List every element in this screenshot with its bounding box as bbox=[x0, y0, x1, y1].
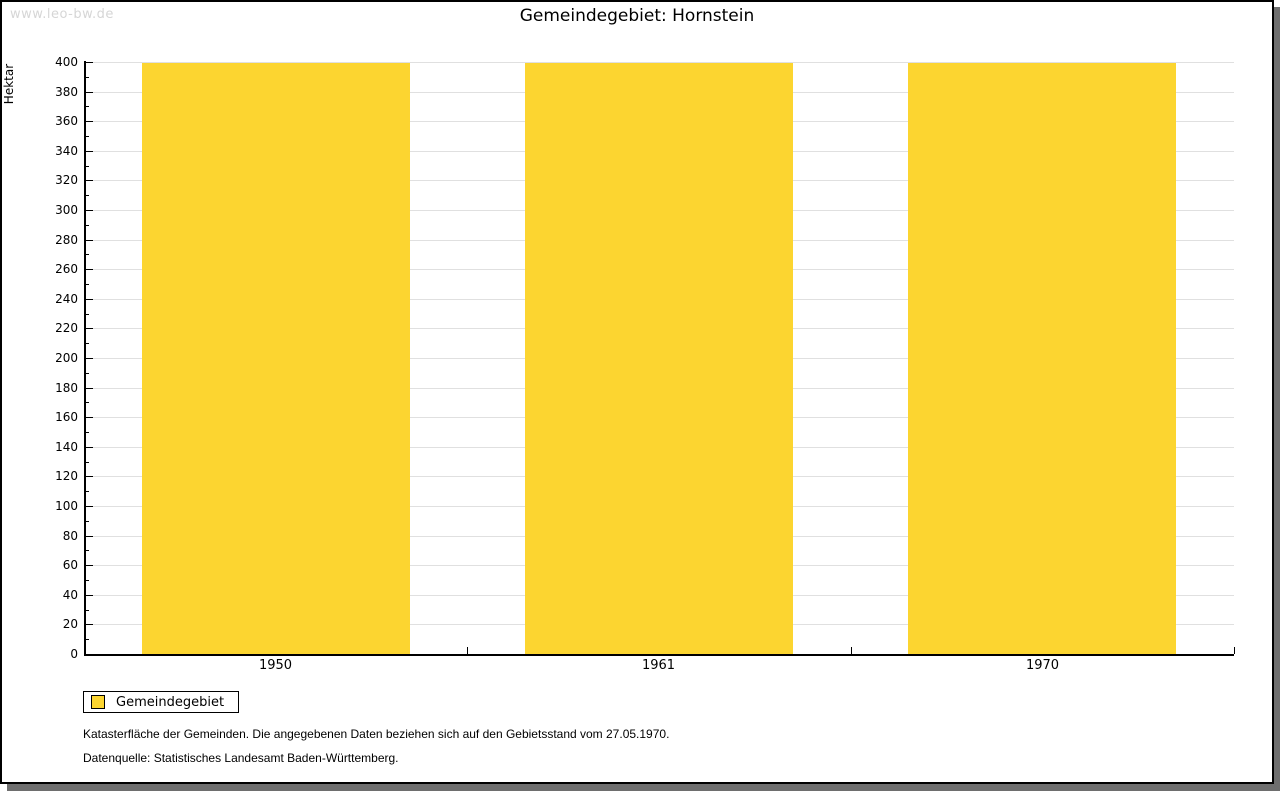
y-tick-major bbox=[84, 151, 93, 152]
y-tick-major bbox=[84, 388, 93, 389]
watermark: www.leo-bw.de bbox=[10, 7, 114, 22]
y-tick-minor bbox=[84, 77, 89, 78]
y-tick-major bbox=[84, 417, 93, 418]
chart-title: Gemeindegebiet: Hornstein bbox=[519, 6, 755, 26]
y-tick-label: 260 bbox=[55, 262, 78, 276]
x-tick bbox=[851, 647, 852, 654]
y-tick-major bbox=[84, 447, 93, 448]
x-tick-label: 1961 bbox=[641, 658, 676, 673]
y-tick-label: 180 bbox=[55, 381, 78, 395]
y-tick-label: 80 bbox=[62, 529, 78, 543]
x-tick bbox=[467, 647, 468, 654]
y-tick-minor bbox=[84, 136, 89, 137]
y-tick-minor bbox=[84, 166, 89, 167]
y-tick-minor bbox=[84, 521, 89, 522]
y-tick-minor bbox=[84, 402, 89, 403]
y-tick-label: 40 bbox=[62, 588, 78, 602]
y-tick-label: 280 bbox=[55, 233, 78, 247]
y-tick-major bbox=[84, 299, 93, 300]
y-tick-label: 360 bbox=[55, 114, 78, 128]
y-tick-major bbox=[84, 62, 93, 63]
x-tick bbox=[1234, 647, 1235, 654]
y-tick-minor bbox=[84, 195, 89, 196]
y-tick-minor bbox=[84, 284, 89, 285]
y-tick-minor bbox=[84, 106, 89, 107]
y-tick-label: 140 bbox=[55, 440, 78, 454]
y-tick-minor bbox=[84, 314, 89, 315]
frame-shadow-right bbox=[1274, 7, 1280, 791]
y-tick-major bbox=[84, 358, 93, 359]
x-axis-line bbox=[84, 654, 1234, 656]
y-tick-major bbox=[84, 180, 93, 181]
footnote-data-source: Datenquelle: Statistisches Landesamt Bad… bbox=[83, 751, 399, 765]
y-tick-minor bbox=[84, 550, 89, 551]
y-tick-label: 160 bbox=[55, 410, 78, 424]
y-tick-minor bbox=[84, 491, 89, 492]
y-tick-major bbox=[84, 121, 93, 122]
frame-shadow-bottom bbox=[7, 784, 1280, 791]
y-tick-minor bbox=[84, 639, 89, 640]
y-tick-minor bbox=[84, 225, 89, 226]
x-tick-label: 1950 bbox=[258, 658, 293, 673]
bar bbox=[142, 63, 410, 654]
y-tick-label: 0 bbox=[70, 647, 78, 661]
y-tick-label: 200 bbox=[55, 351, 78, 365]
legend-swatch bbox=[91, 695, 105, 709]
y-tick-major bbox=[84, 536, 93, 537]
y-tick-major bbox=[84, 624, 93, 625]
y-tick-label: 60 bbox=[62, 558, 78, 572]
y-tick-minor bbox=[84, 610, 89, 611]
y-tick-minor bbox=[84, 343, 89, 344]
y-tick-minor bbox=[84, 462, 89, 463]
y-tick-minor bbox=[84, 373, 89, 374]
y-tick-label: 100 bbox=[55, 499, 78, 513]
y-tick-minor bbox=[84, 580, 89, 581]
y-tick-major bbox=[84, 240, 93, 241]
y-tick-label: 340 bbox=[55, 144, 78, 158]
y-tick-label: 320 bbox=[55, 173, 78, 187]
y-tick-major bbox=[84, 476, 93, 477]
y-tick-minor bbox=[84, 432, 89, 433]
gridline bbox=[84, 62, 1234, 63]
y-tick-label: 20 bbox=[62, 617, 78, 631]
y-tick-major bbox=[84, 565, 93, 566]
legend-label: Gemeindegebiet bbox=[116, 694, 225, 710]
y-tick-major bbox=[84, 269, 93, 270]
y-tick-major bbox=[84, 654, 93, 655]
y-tick-minor bbox=[84, 254, 89, 255]
y-tick-label: 240 bbox=[55, 292, 78, 306]
y-tick-label: 300 bbox=[55, 203, 78, 217]
bar bbox=[908, 63, 1176, 654]
y-tick-major bbox=[84, 92, 93, 93]
y-tick-major bbox=[84, 328, 93, 329]
bar bbox=[525, 63, 793, 654]
y-tick-major bbox=[84, 506, 93, 507]
y-tick-major bbox=[84, 210, 93, 211]
y-tick-label: 400 bbox=[55, 55, 78, 69]
footnote-source-note: Katasterfläche der Gemeinden. Die angege… bbox=[83, 727, 670, 741]
y-tick-label: 380 bbox=[55, 85, 78, 99]
y-tick-major bbox=[84, 595, 93, 596]
y-tick-label: 220 bbox=[55, 321, 78, 335]
legend: Gemeindegebiet bbox=[83, 691, 240, 713]
x-tick-label: 1970 bbox=[1025, 658, 1060, 673]
y-tick-label: 120 bbox=[55, 469, 78, 483]
